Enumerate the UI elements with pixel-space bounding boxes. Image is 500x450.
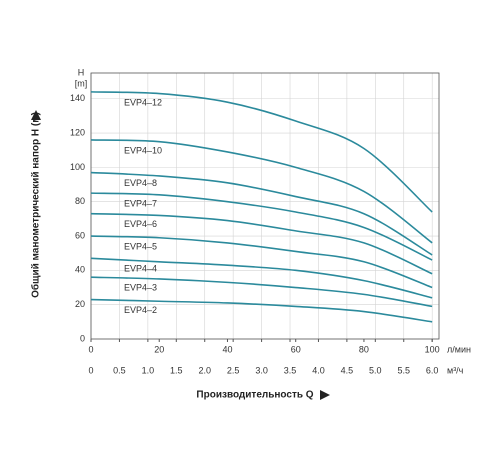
x-unit: л/мин — [447, 344, 471, 354]
pump-curve — [90, 91, 433, 213]
y-tick-label: 0 — [80, 333, 85, 343]
y-tick-label: 20 — [75, 299, 85, 309]
x2-tick-label: 0 — [88, 365, 93, 375]
x2-tick-label: 5.5 — [397, 365, 410, 375]
x-arrow — [320, 390, 330, 400]
y-tick-label: 140 — [70, 93, 85, 103]
x-tick-label: 20 — [154, 344, 164, 354]
pump-curve — [90, 171, 433, 256]
x2-tick-label: 6.0 — [426, 365, 439, 375]
x2-tick-label: 4.0 — [312, 365, 325, 375]
pump-curve — [90, 276, 433, 308]
y-arrow — [31, 110, 41, 120]
x2-tick-label: 1.0 — [142, 365, 155, 375]
x-axis-title: Производительность Q — [196, 390, 313, 401]
y-tick-label: 60 — [75, 230, 85, 240]
x-tick-label: 40 — [222, 344, 232, 354]
pump-curve — [90, 257, 433, 299]
x2-tick-label: 2.5 — [227, 365, 240, 375]
series-label: EVP4–12 — [124, 97, 162, 107]
x-tick-label: 0 — [88, 344, 93, 354]
pump-curve — [90, 212, 433, 275]
x2-tick-label: 3.5 — [284, 365, 297, 375]
plot-frame — [90, 72, 440, 340]
y-axis-title: Общий манометрический напор H (м) — [30, 112, 42, 298]
x-tick-label: 100 — [425, 344, 440, 354]
series-label: EVP4–6 — [124, 219, 157, 229]
y-tick-label: 80 — [75, 196, 85, 206]
y-tick-label: 100 — [70, 162, 85, 172]
pump-curve — [90, 298, 433, 323]
y-unit-symbol: H — [78, 67, 85, 77]
x2-tick-label: 2.0 — [198, 365, 211, 375]
x2-unit: м³/ч — [447, 365, 464, 375]
pump-curve — [90, 235, 433, 289]
x-tick-label: 60 — [291, 344, 301, 354]
pump-curve — [90, 192, 433, 261]
x-tick-label: 80 — [359, 344, 369, 354]
y-tick-label: 40 — [75, 265, 85, 275]
x2-tick-label: 5.0 — [369, 365, 382, 375]
x2-tick-label: 4.5 — [341, 365, 354, 375]
x2-tick-label: 3.0 — [255, 365, 268, 375]
series-label: EVP4–7 — [124, 199, 157, 209]
series-label: EVP4–4 — [124, 264, 157, 274]
series-label: EVP4–5 — [124, 241, 157, 251]
series-label: EVP4–10 — [124, 145, 162, 155]
y-tick-label: 120 — [70, 127, 85, 137]
pump-curve — [90, 139, 433, 244]
series-label: EVP4–8 — [124, 178, 157, 188]
y-unit: [m] — [75, 78, 88, 88]
series-label: EVP4–3 — [124, 283, 157, 293]
x2-tick-label: 1.5 — [170, 365, 183, 375]
x2-tick-label: 0.5 — [113, 365, 126, 375]
series-label: EVP4–2 — [124, 305, 157, 315]
